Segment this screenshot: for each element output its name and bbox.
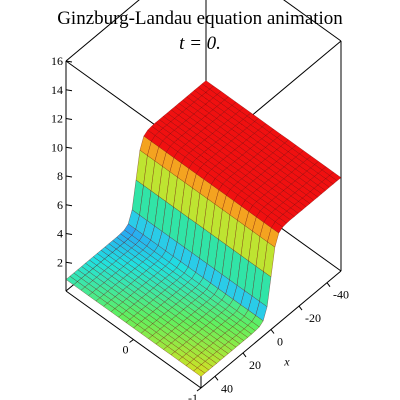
z-tick-label: 16 [51, 54, 63, 68]
surface-patch [193, 367, 206, 377]
x-axis-label: x [283, 355, 290, 369]
x-tick-label: 20 [249, 358, 261, 372]
y-tick-mark [129, 339, 134, 343]
y-tick-mark [196, 387, 202, 392]
y-tick-label: 0 [123, 343, 129, 357]
x-tick-mark [242, 352, 247, 358]
z-tick-mark [65, 118, 73, 120]
z-tick-label: 14 [51, 83, 63, 97]
x-tick-mark [298, 305, 303, 311]
x-tick-label: -20 [305, 311, 321, 325]
chart-subtitle: t = 0. [179, 33, 221, 54]
subtitle-variable: t [179, 33, 185, 54]
bounding-box-edge [65, 0, 140, 62]
x-tick-label: -40 [333, 288, 349, 302]
bounding-box-edge [283, 0, 342, 42]
z-tick-mark [65, 89, 73, 92]
y-tick-label: -1 [188, 391, 198, 400]
x-tick-mark [214, 375, 219, 381]
z-tick-label: 12 [51, 112, 63, 126]
z-tick-label: 2 [57, 255, 63, 269]
z-tick-mark [65, 175, 73, 178]
x-tick-label: 40 [221, 381, 233, 395]
x-tick-mark [326, 282, 331, 288]
z-tick-mark [65, 60, 73, 63]
z-tick-mark [65, 233, 73, 235]
z-tick-label: 6 [57, 198, 63, 212]
subtitle-value: 0. [206, 33, 221, 54]
z-tick-mark [65, 204, 73, 207]
z-tick-mark [65, 146, 73, 149]
z-tick-label: 10 [51, 140, 63, 154]
z-tick-label: 8 [57, 169, 63, 183]
z-tick-mark [65, 261, 73, 264]
x-tick-label: 0 [277, 335, 283, 349]
z-tick-label: 4 [57, 227, 63, 241]
x-tick-mark [270, 329, 275, 334]
chart-title: Ginzburg-Landau equation animation [57, 8, 343, 29]
